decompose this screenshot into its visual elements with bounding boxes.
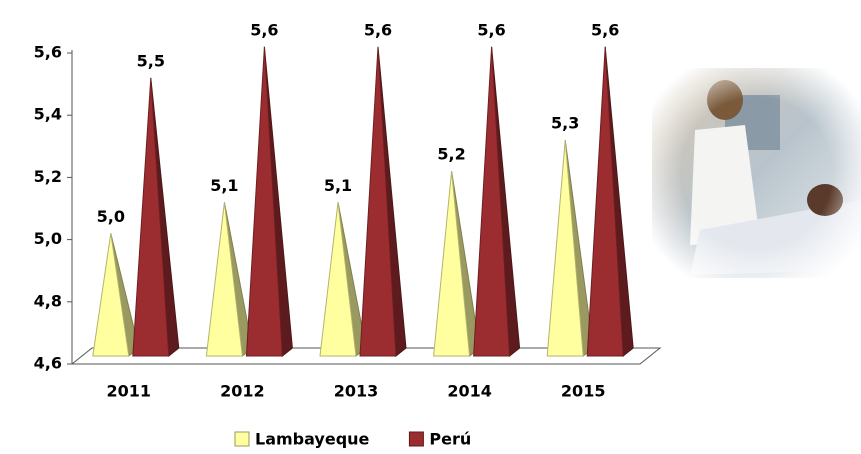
x-tick-label: 2014 <box>447 382 492 401</box>
photo <box>652 68 861 278</box>
y-tick-label: 5,4 <box>34 105 62 124</box>
data-label: 5,6 <box>591 20 619 39</box>
data-label: 5,0 <box>97 207 125 226</box>
y-tick-label: 5,6 <box>34 43 62 62</box>
y-tick-label: 4,8 <box>34 291 62 310</box>
data-label: 5,3 <box>551 114 579 133</box>
legend-swatch <box>235 432 249 446</box>
y-tick-label: 5,2 <box>34 167 62 186</box>
y-tick-label: 4,6 <box>34 354 62 373</box>
data-label: 5,1 <box>210 176 238 195</box>
page: {"chart_data": {"type": "pyramid-bar", "… <box>0 0 861 454</box>
data-label: 5,5 <box>137 51 165 70</box>
data-label: 5,6 <box>250 20 278 39</box>
data-label: 5,6 <box>477 20 505 39</box>
x-tick-label: 2015 <box>561 382 606 401</box>
legend-swatch <box>409 432 423 446</box>
y-tick-label: 5,0 <box>34 229 62 248</box>
chart: 4,6 4,8 5,0 5,2 5,4 5,6 2011 5,0 5,5 2012 5,1 5,6 20… <box>0 0 861 450</box>
x-tick-label: 2013 <box>334 382 379 401</box>
legend-label: Lambayeque <box>255 430 370 449</box>
data-label: 5,2 <box>437 145 465 164</box>
x-tick-label: 2011 <box>107 382 152 401</box>
x-tick-label: 2012 <box>220 382 265 401</box>
legend-label: Perú <box>429 430 471 449</box>
data-label: 5,1 <box>324 176 352 195</box>
data-label: 5,6 <box>364 20 392 39</box>
